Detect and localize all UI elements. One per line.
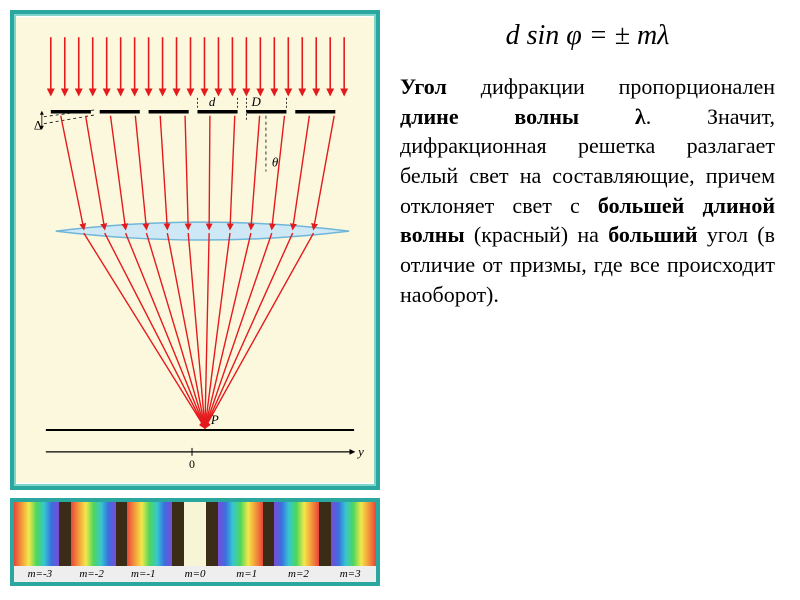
svg-text:D: D bbox=[250, 94, 261, 109]
diagram-inner-border: d D Δθ P 0 y bbox=[14, 14, 376, 486]
diffraction-diagram: d D Δθ P 0 y bbox=[16, 16, 374, 484]
spectrum-frame: m=-3m=-2m=-1m=0m=1m=2m=3 bbox=[10, 498, 380, 586]
para-bold-5: больший bbox=[608, 222, 697, 247]
svg-text:Δ: Δ bbox=[34, 118, 42, 133]
svg-text:θ: θ bbox=[272, 154, 279, 169]
spectrum-inner: m=-3m=-2m=-1m=0m=1m=2m=3 bbox=[14, 502, 376, 582]
spectrum-labels-row: m=-3m=-2m=-1m=0m=1m=2m=3 bbox=[14, 566, 376, 582]
right-column: d sin φ = ± mλ Угол дифракции пропорцион… bbox=[390, 0, 800, 600]
spectrum-bar bbox=[14, 502, 376, 566]
svg-text:y: y bbox=[356, 444, 364, 459]
explanation-paragraph: Угол дифракции пропорционален длине волн… bbox=[400, 72, 775, 310]
para-text-1b: дифракции пропорционален bbox=[447, 74, 775, 99]
grating-formula: d sin φ = ± mλ bbox=[400, 20, 775, 52]
left-column: d D Δθ P 0 y m=-3m=-2m=-1m=0m=1m=2m=3 bbox=[0, 0, 390, 600]
para-bold-1c: длине волны λ bbox=[400, 104, 646, 129]
svg-text:0: 0 bbox=[189, 457, 195, 471]
para-bold-1: Угол bbox=[400, 74, 447, 99]
diagram-outer-border: d D Δθ P 0 y bbox=[10, 10, 380, 490]
para-text-4: (красный) на bbox=[465, 222, 609, 247]
svg-text:P: P bbox=[210, 412, 219, 427]
diagram-frame: d D Δθ P 0 y bbox=[10, 10, 380, 490]
spectrum-outer-border: m=-3m=-2m=-1m=0m=1m=2m=3 bbox=[10, 498, 380, 586]
svg-text:d: d bbox=[209, 94, 216, 109]
